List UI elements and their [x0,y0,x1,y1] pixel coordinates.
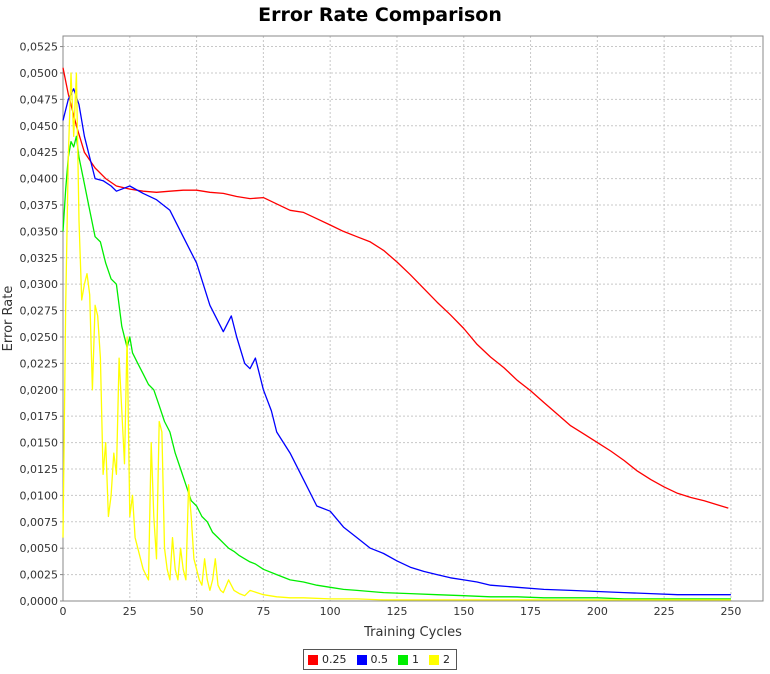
y-tick-label: 0,0200 [20,384,59,397]
x-tick-label: 225 [654,605,675,618]
y-tick-label: 0,0225 [20,357,59,370]
legend-label: 0.25 [322,653,347,666]
chart-title: Error Rate Comparison [258,4,502,26]
legend-swatch [356,654,367,665]
y-tick-label: 0,0525 [20,41,59,54]
series-line-0-25 [62,67,729,509]
x-tick-label: 100 [320,605,341,618]
legend-label: 0.5 [370,653,389,666]
y-tick-label: 0,0150 [20,437,59,450]
y-tick-label: 0,0175 [20,410,59,423]
x-tick-label: 0 [60,605,67,618]
legend-item: 0.5 [356,653,389,666]
x-tick-label: 125 [386,605,407,618]
y-tick-label: 0,0075 [20,516,59,529]
legend-item: 0.25 [308,653,347,666]
y-tick-label: 0,0125 [20,463,59,476]
y-tick-label: 0,0000 [20,595,59,608]
x-tick-label: 75 [256,605,270,618]
y-tick-label: 0,0425 [20,146,59,159]
plot-frame [62,35,764,602]
x-tick-label: 150 [453,605,474,618]
plot-area [63,36,763,601]
x-axis-label: Training Cycles [363,625,462,640]
legend-swatch [398,654,408,665]
series-line-2 [62,72,731,601]
legend-item: 2 [429,653,450,666]
y-axis-label: Error Rate [1,286,16,352]
legend-item: 1 [398,653,419,666]
x-tick-label: 200 [587,605,608,618]
legend-label: 2 [443,653,450,666]
y-tick-label: 0,0050 [20,542,59,555]
y-tick-label: 0,0450 [20,120,59,133]
legend-swatch [308,654,318,665]
y-tick-label: 0,0350 [20,225,59,238]
y-tick-label: 0,0100 [20,489,59,502]
legend-swatch [429,654,439,665]
chart-legend: 0.25 0.5 1 2 [303,649,457,670]
y-tick-label: 0,0375 [20,199,59,212]
y-tick-label: 0,0025 [20,569,59,582]
x-tick-label: 250 [720,605,741,618]
x-tick-label: 50 [190,605,204,618]
legend-label: 1 [412,653,419,666]
y-tick-label: 0,0400 [20,173,59,186]
y-tick-label: 0,0250 [20,331,59,344]
y-tick-label: 0,0300 [20,278,59,291]
y-tick-label: 0,0275 [20,305,59,318]
series-line-0-5 [62,88,731,596]
y-tick-label: 0,0325 [20,252,59,265]
x-tick-label: 25 [123,605,137,618]
x-tick-label: 175 [520,605,541,618]
series-line-1 [62,135,731,600]
y-tick-label: 0,0475 [20,93,59,106]
y-tick-label: 0,0500 [20,67,59,80]
